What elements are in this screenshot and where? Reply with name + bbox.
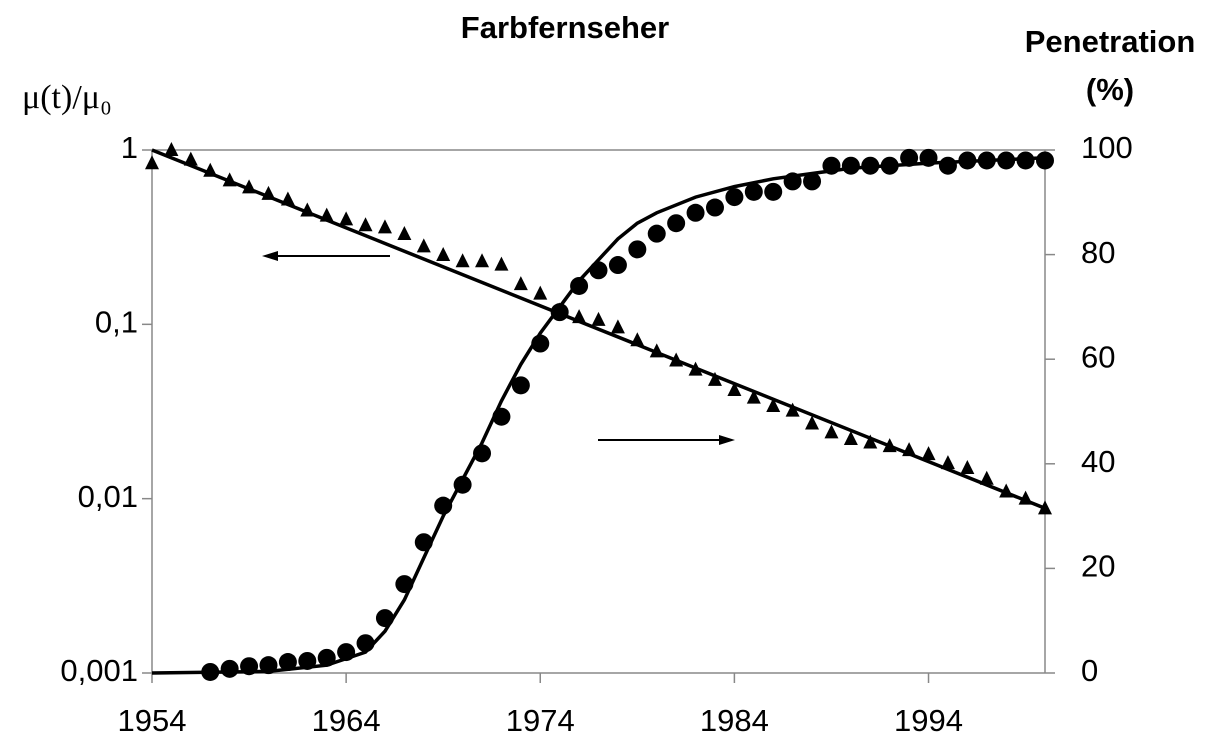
y-tick-label: 1	[121, 130, 138, 165]
y-tick-label: 0,001	[60, 653, 138, 688]
x-tick-label: 1984	[700, 703, 769, 738]
y-tick-label: 0,1	[95, 305, 138, 340]
triangle-point	[863, 434, 878, 449]
circle-point	[744, 182, 763, 201]
triangle-point	[455, 253, 470, 268]
x-tick-label: 1964	[312, 703, 381, 738]
circle-point	[278, 653, 297, 672]
triangle-point	[358, 217, 373, 232]
triangle-point	[475, 253, 490, 268]
chart-title: Farbfernseher	[461, 10, 669, 45]
triangle-point	[533, 285, 548, 300]
circle-point	[589, 261, 608, 280]
triangle-point	[921, 446, 936, 461]
triangle-point	[610, 319, 625, 334]
y2-tick-label: 20	[1081, 549, 1115, 584]
triangle-point	[591, 311, 606, 326]
arrowhead	[719, 435, 735, 445]
circle-point	[220, 659, 239, 678]
circle-point	[1016, 151, 1035, 170]
triangle-point	[960, 459, 975, 474]
circle-point	[647, 224, 666, 243]
circle-point	[1036, 151, 1054, 170]
triangle-point	[416, 238, 431, 253]
triangle-point	[824, 424, 839, 439]
fit-line	[151, 148, 1046, 510]
circle-point	[511, 376, 530, 395]
triangle-point	[843, 430, 858, 445]
triangle-point	[727, 382, 742, 397]
circle-point	[570, 276, 589, 295]
y2-tick-label: 0	[1081, 653, 1098, 688]
circle-point	[705, 198, 724, 217]
circle-point	[667, 214, 686, 233]
triangle-point	[377, 219, 392, 234]
circle-point	[764, 182, 783, 201]
circle-point	[550, 303, 569, 322]
circle-point	[938, 156, 957, 175]
triangle-point	[746, 389, 761, 404]
x-tick-label: 1974	[506, 703, 575, 738]
circle-point	[803, 172, 822, 191]
triangle-point	[766, 398, 781, 413]
triangle-point	[164, 142, 179, 156]
y2-tick-label: 60	[1081, 339, 1115, 374]
triangle-point	[145, 155, 159, 170]
circle-point	[608, 256, 627, 275]
y2-tick-label: 100	[1081, 130, 1133, 165]
triangle-point	[397, 225, 412, 240]
triangle-point	[513, 276, 528, 291]
y2-axis-label: (%)	[1086, 72, 1134, 107]
circle-point	[725, 188, 744, 207]
triangle-point	[785, 402, 800, 417]
y-axis-label: μ(t)/μ₀	[22, 79, 112, 116]
x-tick-label: 1994	[894, 703, 963, 738]
annotation-arrows	[262, 251, 735, 445]
triangle-point	[940, 455, 955, 470]
x-tick-label: 1954	[118, 703, 187, 738]
y2-tick-label: 40	[1081, 444, 1115, 479]
triangle-point	[183, 151, 198, 166]
triangle-point	[979, 470, 994, 485]
y2-axis-label: Penetration	[1025, 24, 1196, 59]
circle-point	[686, 203, 705, 222]
y-tick-label: 0,01	[78, 479, 138, 514]
triangle-point	[494, 256, 509, 271]
triangle-point	[805, 415, 820, 430]
triangle-point	[707, 371, 722, 386]
arrowhead	[262, 251, 278, 261]
triangle-point	[436, 246, 451, 261]
triangle-point	[339, 211, 354, 226]
circle-point	[841, 156, 860, 175]
circle-point	[628, 240, 647, 259]
y2-tick-label: 80	[1081, 235, 1115, 270]
fit-line	[151, 156, 1046, 675]
